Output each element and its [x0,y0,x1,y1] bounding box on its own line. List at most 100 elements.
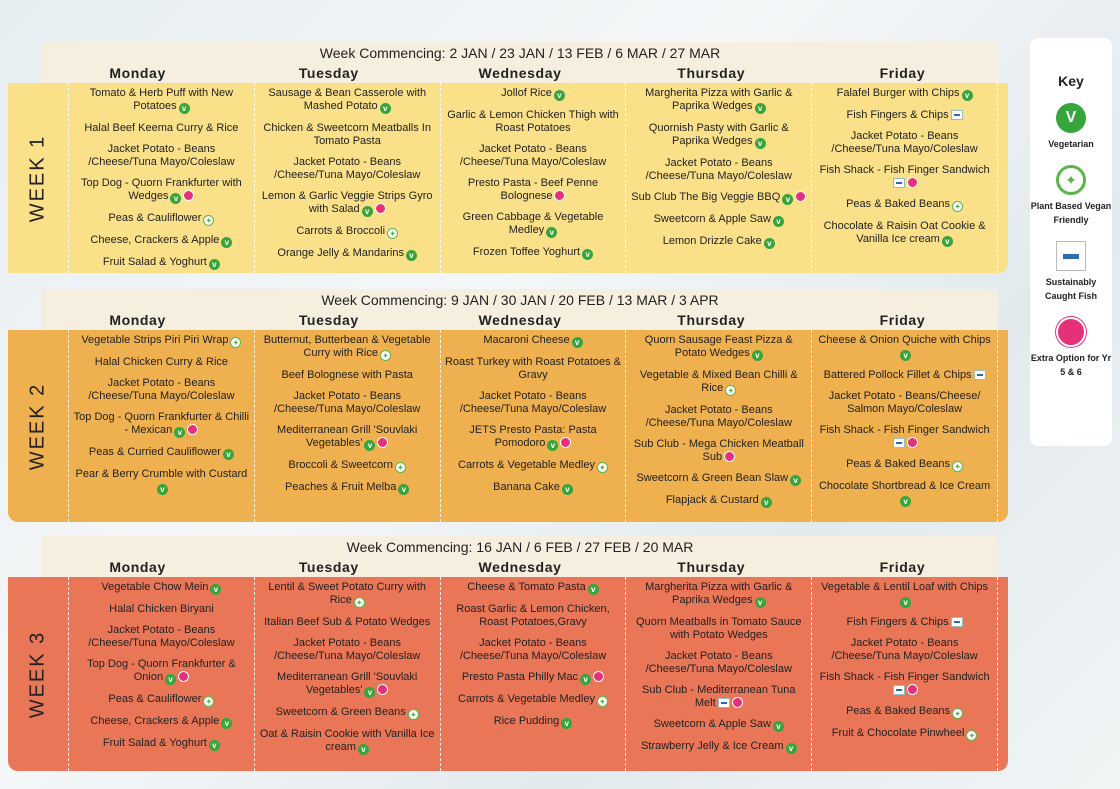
vegetarian-icon: v [174,427,186,438]
key-extra: Extra Option for Yr 5 & 6 [1030,317,1112,379]
menu-item-text: Peas & Cauliflower [108,212,202,224]
menu-item-text: Chocolate & Raisin Oat Cookie & Vanilla … [823,220,986,245]
plant-leaf-icon: ✦ [952,708,964,719]
menu-item-text: Cheese & Tomato Pasta [467,581,586,593]
plant-leaf-icon: ✦ [230,337,242,348]
menu-item: Flapjack & Custard v [630,494,807,508]
menu-item: Jacket Potato - Beans /Cheese/Tuna Mayo/… [445,143,622,169]
menu-item-text: Top Dog - Quorn Frankfurter & Onion [87,658,236,683]
day-header: Wednesday [478,559,562,575]
menu-item: Cheese & Onion Quiche with Chips v [816,334,993,361]
vegetarian-icon: v [772,216,784,227]
menu-item-text: Halal Beef Keema Curry & Rice [84,122,239,134]
menu-item-text: Fish Shack - Fish Finger Sandwich [819,671,990,683]
menu-item: Jacket Potato - Beans /Cheese/Tuna Mayo/… [259,156,436,182]
menu-item: Halal Chicken Biryani [73,603,250,616]
menu-item: Presto Pasta Philly Mac v [445,671,622,685]
menu-item-text: Jacket Potato - Beans /Cheese/Tuna Mayo/… [645,650,792,675]
vegetarian-icon: v [790,475,802,486]
menu-item-text: Vegetable & Mixed Bean Chilli & Rice [639,369,798,394]
menu-item: Quornish Pasty with Garlic & Paprika Wed… [630,122,807,149]
menu-item: Peaches & Fruit Melba v [259,481,436,495]
vegetarian-icon: v [364,440,376,451]
menu-item-text: Quornish Pasty with Garlic & Paprika Wed… [648,122,789,147]
menu-item-text: Fish Fingers & Chips [846,109,949,121]
menu-item-text: Butternut, Butterbean & Vegetable Curry … [263,334,431,359]
plant-leaf-icon: ✦ [387,228,399,239]
day-column: Cheese & Tomato Pasta v Roast Garlic & Lem… [441,577,627,771]
menu-item-text: Jollof Rice [501,87,552,99]
menu-item: Jacket Potato - Beans /Cheese/Tuna Mayo/… [73,377,250,403]
menu-item-text: JETS Presto Pasta: Pasta Pomodoro [469,424,597,449]
day-column: Vegetable Strips Piri Piri Wrap ✦ Halal Ch… [69,330,255,522]
day-header-row: Monday Tuesday Wednesday Thursday Friday [42,64,998,83]
vegetarian-icon: v [553,90,565,101]
menu-item: Jacket Potato - Beans /Cheese/Tuna Mayo/… [73,143,250,169]
sustainable-fish-icon [950,617,963,627]
day-header: Monday [109,559,166,575]
day-column: Jollof Rice v Garlic & Lemon Chicken Thigh… [441,83,627,273]
menu-item: Margherita Pizza with Garlic & Paprika W… [630,87,807,114]
menu-item: Top Dog - Quorn Frankfurter with Wedges v [73,177,250,204]
extra-option-icon [178,671,190,682]
menu-item: Jacket Potato - Beans /Cheese/Tuna Mayo/… [445,390,622,416]
menu-item-text: Sweetcorn & Apple Saw [653,718,771,730]
menu-item: Italian Beef Sub & Potato Wedges [259,616,436,629]
day-column: Falafel Burger with Chips v Fish Fingers &… [812,83,998,273]
sustainable-fish-icon [893,178,906,188]
menu-item: Cheese, Crackers & Apple v [73,715,250,729]
vegetarian-icon: v [561,718,573,729]
menu-item: Jacket Potato - Beans /Cheese/Tuna Mayo/… [816,130,993,156]
menu-item: Peas & Cauliflower ✦ [73,212,250,226]
plant-leaf-icon: ✦ [394,462,406,473]
menu-item: Jacket Potato - Beans /Cheese/Tuna Mayo/… [73,624,250,650]
vegetarian-icon: v [364,687,376,698]
key-title: Key [1058,73,1084,89]
menu-item-text: Garlic & Lemon Chicken Thigh with Roast … [447,109,619,134]
menu-item-text: Flapjack & Custard [665,494,759,506]
day-header: Tuesday [298,65,359,81]
menu-item: Lemon & Garlic Veggie Strips Gyro with S… [259,190,436,217]
sustainable-fish-icon [717,698,730,708]
menu-grid: Vegetable Chow Mein v Halal Chicken Biryan… [68,577,998,771]
vegetarian-icon: v [782,194,794,205]
menu-item-text: Tomato & Herb Puff with New Potatoes [89,87,234,112]
menu-item: Fish Shack - Fish Finger Sandwich [816,671,993,697]
menu-item: Cheese, Crackers & Apple v [73,234,250,248]
menu-item-text: Peas & Baked Beans [846,705,951,717]
menu-item: Frozen Toffee Yoghurt v [445,246,622,260]
key-fish: Sustainably Caught Fish [1030,241,1112,303]
menu-item-text: Jacket Potato - Beans /Cheese/Tuna Mayo/… [274,637,421,662]
menu-item: Falafel Burger with Chips v [816,87,993,101]
menu-panel: WEEK 3 Vegetable Chow Mein v Halal Chicken… [8,577,1008,771]
vegetarian-icon: V [1056,103,1086,133]
vegetarian-icon: v [587,584,599,595]
key-label: Vegetarian [1048,139,1094,149]
menu-item-text: Margherita Pizza with Garlic & Paprika W… [645,87,793,112]
extra-option-icon [1056,317,1086,347]
day-header: Friday [879,312,926,328]
menu-item: Sweetcorn & Green Bean Slaw v [630,472,807,486]
menu-item: Chocolate & Raisin Oat Cookie & Vanilla … [816,220,993,247]
extra-option-icon [377,684,389,695]
day-column: Margherita Pizza with Garlic & Paprika W… [626,83,813,273]
menu-item-text: Mediterranean Grill 'Souvlaki Vegetables… [277,671,418,696]
key-label: Sustainably Caught Fish [1045,277,1097,301]
menu-item-text: Jacket Potato - Beans /Cheese/Tuna Mayo/… [645,157,792,182]
menu-item-text: Roast Turkey with Roast Potatoes & Gravy [444,356,622,381]
extra-option-icon [907,684,919,695]
plant-leaf-icon: ✦ [725,385,737,396]
menu-item-text: Lemon & Garlic Veggie Strips Gyro with S… [261,190,433,215]
menu-item: Broccoli & Sweetcorn ✦ [259,459,436,473]
menu-item-text: Fish Fingers & Chips [846,616,949,628]
menu-item-text: Strawberry Jelly & Ice Cream [641,740,784,752]
menu-item: Butternut, Butterbean & Vegetable Curry … [259,334,436,361]
week-commencing: Week Commencing: 2 JAN / 23 JAN / 13 FEB… [42,42,998,64]
vegetarian-icon: v [208,740,220,751]
vegetarian-icon: v [785,743,797,754]
vegetarian-icon: v [961,90,973,101]
menu-item: Halal Beef Keema Curry & Rice [73,122,250,135]
menu-item-text: Cheese, Crackers & Apple [90,715,220,727]
menu-item: Jacket Potato - Beans /Cheese/Tuna Mayo/… [630,404,807,430]
menu-item-text: Jacket Potato - Beans /Cheese/Tuna Mayo/… [831,130,978,155]
